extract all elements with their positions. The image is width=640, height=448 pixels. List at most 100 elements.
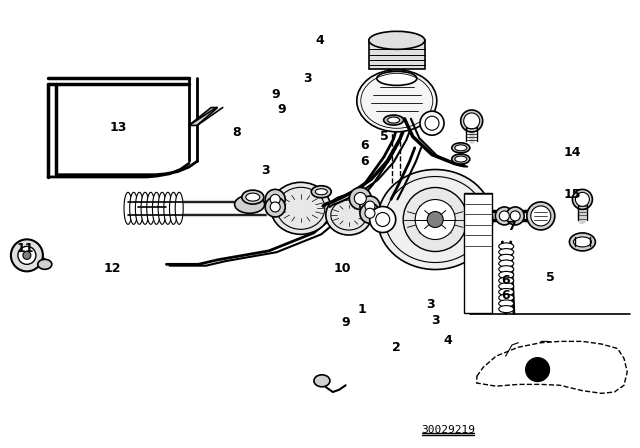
- Ellipse shape: [499, 306, 514, 313]
- Circle shape: [270, 202, 280, 212]
- Text: 3: 3: [426, 298, 435, 311]
- Text: 5: 5: [380, 130, 388, 143]
- Text: 4: 4: [444, 334, 452, 347]
- Text: 14: 14: [564, 146, 582, 159]
- Text: 4: 4: [316, 34, 324, 47]
- Ellipse shape: [158, 192, 166, 224]
- Ellipse shape: [242, 190, 264, 204]
- Ellipse shape: [311, 186, 332, 198]
- Circle shape: [23, 251, 31, 259]
- Ellipse shape: [575, 192, 589, 207]
- Text: 12: 12: [103, 262, 121, 276]
- Circle shape: [265, 197, 285, 217]
- Ellipse shape: [357, 70, 437, 132]
- Ellipse shape: [499, 289, 514, 296]
- Circle shape: [370, 207, 396, 233]
- Text: 6: 6: [360, 139, 369, 152]
- Ellipse shape: [383, 115, 404, 125]
- Text: 1: 1: [357, 302, 366, 316]
- Ellipse shape: [499, 277, 514, 284]
- Text: 9: 9: [271, 87, 280, 101]
- Ellipse shape: [378, 169, 493, 270]
- Circle shape: [403, 188, 467, 251]
- Text: 6: 6: [360, 155, 369, 168]
- Circle shape: [376, 212, 390, 227]
- Circle shape: [360, 196, 380, 216]
- Ellipse shape: [461, 110, 483, 132]
- Ellipse shape: [170, 192, 177, 224]
- Text: 3: 3: [261, 164, 270, 177]
- Circle shape: [365, 201, 375, 211]
- Ellipse shape: [455, 145, 467, 151]
- Circle shape: [499, 211, 509, 221]
- Circle shape: [11, 239, 43, 271]
- Ellipse shape: [377, 71, 417, 86]
- Polygon shape: [189, 108, 218, 125]
- Ellipse shape: [271, 182, 331, 234]
- Ellipse shape: [499, 283, 514, 290]
- Ellipse shape: [388, 117, 399, 123]
- Ellipse shape: [147, 192, 155, 224]
- Circle shape: [18, 246, 36, 264]
- Ellipse shape: [499, 300, 514, 307]
- Circle shape: [506, 207, 524, 225]
- Ellipse shape: [499, 266, 514, 273]
- Text: 5: 5: [546, 271, 555, 284]
- Text: 30029219: 30029219: [421, 425, 475, 435]
- Ellipse shape: [235, 195, 264, 213]
- Ellipse shape: [369, 31, 425, 49]
- Circle shape: [349, 187, 371, 210]
- Ellipse shape: [452, 143, 470, 153]
- Ellipse shape: [141, 192, 149, 224]
- Text: 11: 11: [17, 242, 35, 255]
- Ellipse shape: [326, 195, 372, 235]
- Ellipse shape: [316, 189, 327, 195]
- Ellipse shape: [499, 243, 514, 250]
- Text: 10: 10: [333, 262, 351, 276]
- Ellipse shape: [152, 192, 161, 224]
- Ellipse shape: [124, 192, 132, 224]
- Ellipse shape: [452, 154, 470, 164]
- Ellipse shape: [531, 206, 551, 226]
- Ellipse shape: [38, 259, 52, 269]
- Circle shape: [355, 193, 366, 204]
- Text: 9: 9: [277, 103, 286, 116]
- Circle shape: [365, 208, 375, 218]
- Polygon shape: [477, 341, 627, 393]
- Polygon shape: [369, 40, 425, 69]
- Circle shape: [525, 358, 550, 382]
- Text: 2: 2: [392, 340, 401, 354]
- Ellipse shape: [572, 190, 593, 209]
- Circle shape: [420, 111, 444, 135]
- Ellipse shape: [499, 294, 514, 301]
- Circle shape: [425, 116, 439, 130]
- Ellipse shape: [455, 156, 467, 162]
- Ellipse shape: [164, 192, 172, 224]
- Ellipse shape: [499, 249, 514, 256]
- Ellipse shape: [130, 192, 138, 224]
- Ellipse shape: [499, 271, 514, 278]
- Ellipse shape: [314, 375, 330, 387]
- Ellipse shape: [573, 237, 591, 247]
- Ellipse shape: [570, 233, 595, 251]
- Circle shape: [495, 207, 513, 225]
- Ellipse shape: [499, 254, 514, 261]
- Circle shape: [265, 190, 285, 209]
- Text: 7: 7: [508, 220, 516, 233]
- Text: 3: 3: [303, 72, 312, 85]
- Circle shape: [415, 199, 455, 240]
- Ellipse shape: [246, 193, 260, 201]
- Circle shape: [428, 211, 444, 228]
- Text: 15: 15: [564, 188, 582, 202]
- Text: 13: 13: [109, 121, 127, 134]
- Ellipse shape: [499, 260, 514, 267]
- Text: 6: 6: [501, 273, 510, 287]
- Ellipse shape: [136, 192, 143, 224]
- Ellipse shape: [463, 113, 480, 129]
- Ellipse shape: [527, 202, 555, 230]
- Circle shape: [510, 211, 520, 221]
- Ellipse shape: [175, 192, 183, 224]
- Text: 9: 9: [341, 316, 350, 329]
- Circle shape: [360, 203, 380, 223]
- Text: 8: 8: [232, 125, 241, 139]
